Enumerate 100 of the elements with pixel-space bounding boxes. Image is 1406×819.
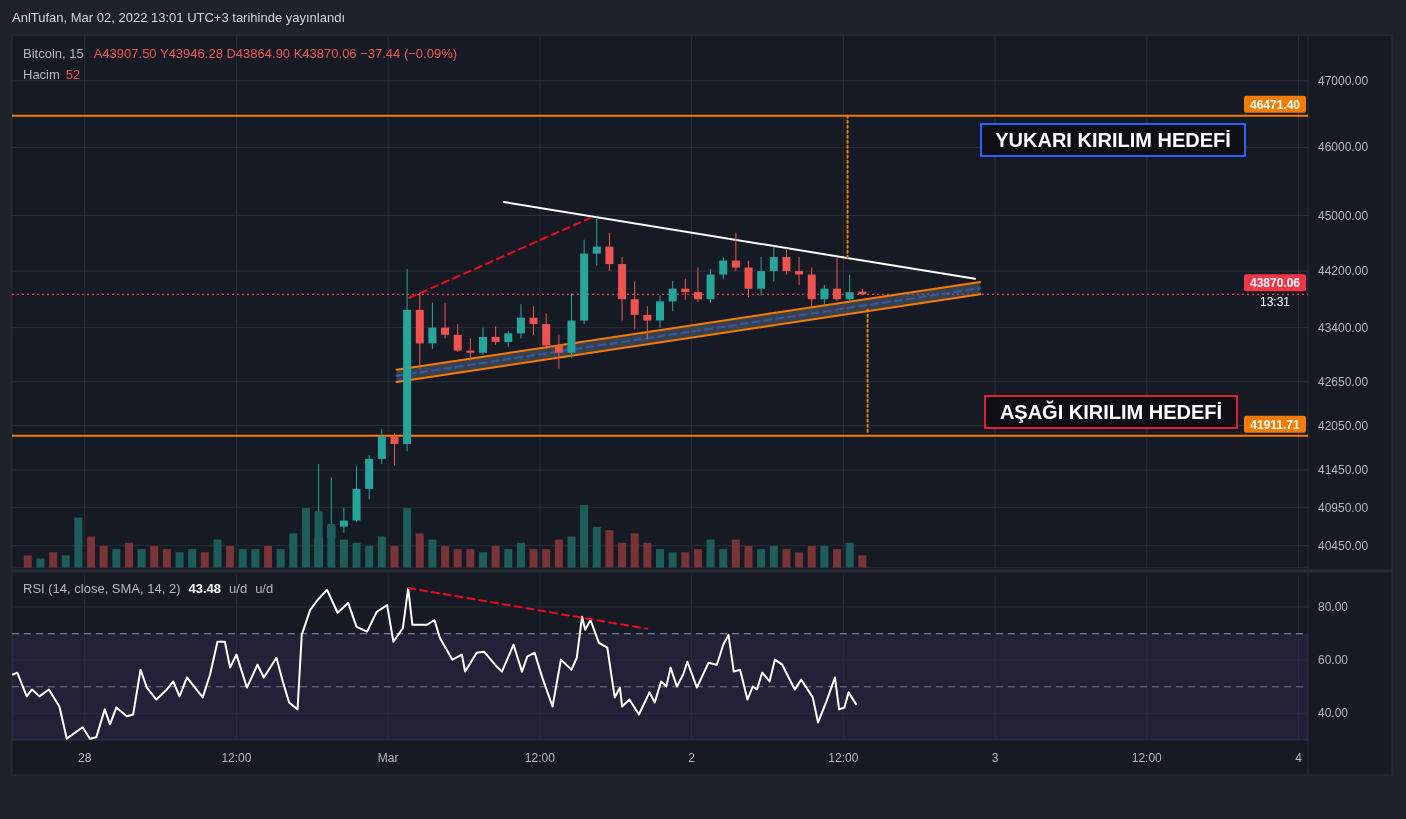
candlestick [529, 305, 538, 336]
bar [428, 539, 437, 568]
y-tick-label: 42650.00 [1318, 374, 1369, 389]
x-tick-label: 28 [78, 751, 92, 765]
candlestick [769, 246, 778, 283]
bar [681, 552, 690, 568]
bar [643, 542, 652, 568]
bar [377, 536, 386, 568]
y-tick-label: 42050.00 [1318, 418, 1369, 433]
bar [542, 549, 551, 568]
y-tick-label: 41450.00 [1318, 463, 1369, 478]
bar [352, 542, 361, 568]
bar [820, 545, 829, 568]
bar [769, 545, 778, 568]
candlestick [833, 256, 842, 302]
candlestick [744, 260, 753, 298]
bar [693, 549, 702, 568]
bar [668, 552, 677, 568]
bar [807, 545, 816, 568]
y-tick-label: 43400.00 [1318, 320, 1369, 335]
y-tick-label: 80.00 [1318, 599, 1349, 614]
candlestick [478, 327, 487, 356]
annotation: u/d [229, 581, 248, 596]
bar [23, 555, 32, 568]
bar [656, 549, 664, 568]
bar [289, 533, 298, 568]
bar [719, 549, 728, 568]
bar [124, 542, 133, 568]
chart-title: AnlTufan, Mar 02, 2022 13:01 UTC+3 tarihinde yayınlandı [12, 10, 346, 25]
x-tick-label: 12:00 [1131, 751, 1163, 765]
bar [441, 545, 450, 568]
bar [74, 517, 83, 568]
bar [264, 545, 273, 568]
bar [137, 549, 146, 568]
candlestick [592, 217, 601, 266]
candlestick [605, 232, 614, 272]
bar [731, 539, 740, 568]
bar [238, 549, 247, 568]
annotation: AŞAĞI KIRILIM HEDEFİ [999, 400, 1223, 423]
bar [580, 505, 589, 568]
candlestick [719, 256, 728, 280]
candlestick [820, 284, 829, 307]
y-tick-label: 40450.00 [1318, 538, 1369, 553]
x-tick-label: 4 [1295, 751, 1303, 765]
annotation: YUKARI KIRILIM HEDEFİ [995, 129, 1231, 151]
candlestick [516, 303, 525, 339]
candlestick [466, 337, 475, 362]
annotation: 52 [65, 67, 81, 82]
annotation: u/d [255, 581, 274, 596]
y-tick-label: 40.00 [1318, 706, 1349, 721]
bar [554, 539, 563, 568]
candlestick [377, 428, 386, 465]
bar [795, 552, 804, 568]
candlestick [693, 267, 702, 303]
bar [251, 549, 260, 568]
bar [592, 527, 601, 568]
x-tick-label: 12:00 [828, 751, 859, 765]
x-tick-label: 2 [688, 751, 696, 765]
y-tick-label: 44200.00 [1318, 264, 1369, 279]
candlestick [453, 323, 462, 353]
bar [301, 508, 310, 568]
bar [49, 552, 58, 568]
x-tick-label: 3 [991, 751, 999, 765]
bar [99, 545, 108, 568]
bar [466, 549, 475, 568]
ref-line-label: 43870.06 [1249, 276, 1301, 291]
bar [567, 536, 576, 568]
bar [61, 555, 70, 568]
candlestick [428, 302, 437, 350]
bar [630, 533, 639, 568]
bar [276, 549, 285, 568]
bar [618, 542, 627, 568]
candlestick [630, 281, 639, 330]
bar [504, 549, 513, 568]
candlestick [668, 280, 677, 312]
bar [150, 545, 159, 568]
candlestick [339, 507, 348, 534]
bar [112, 549, 121, 568]
bar [478, 552, 487, 568]
bar [175, 552, 184, 568]
candlestick [782, 248, 791, 276]
candlestick [731, 232, 740, 272]
bar [833, 549, 842, 568]
bar [339, 539, 348, 568]
bar [162, 549, 171, 568]
x-tick-label: Mar [377, 751, 399, 765]
bar [226, 545, 235, 568]
bar [529, 549, 538, 568]
candlestick [441, 302, 450, 339]
ref-line-label: 41911.71 [1250, 417, 1301, 432]
x-tick-label: 12:00 [524, 751, 556, 765]
bar [188, 549, 197, 568]
candlestick [656, 295, 664, 329]
bar [327, 523, 336, 568]
bar [314, 511, 323, 568]
y-tick-label: 45000.00 [1318, 208, 1369, 223]
bar [605, 530, 614, 568]
bar [744, 545, 753, 568]
chart-title: Hacim [23, 67, 60, 82]
bar [200, 552, 209, 568]
